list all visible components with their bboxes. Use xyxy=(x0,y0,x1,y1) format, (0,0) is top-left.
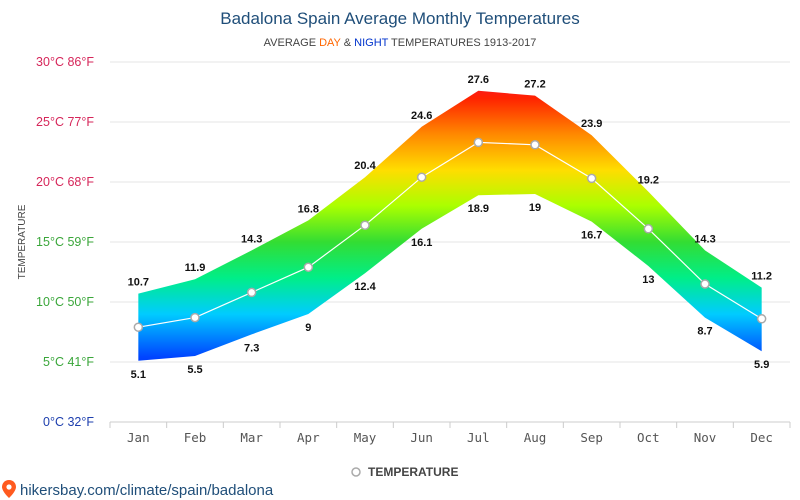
average-point xyxy=(303,262,314,272)
night-value-label: 13 xyxy=(642,274,654,286)
legend-marker-icon xyxy=(351,467,361,477)
average-point xyxy=(416,172,427,182)
source-link[interactable]: hikersbay.com/climate/spain/badalona xyxy=(2,480,274,499)
source-url: hikersbay.com/climate/spain/badalona xyxy=(20,482,274,499)
y-tick-label: 0°C 32°F xyxy=(43,415,94,429)
chart-subtitle: AVERAGE DAY & NIGHT TEMPERATURES 1913-20… xyxy=(264,37,537,49)
legend[interactable]: TEMPERATURE xyxy=(351,465,458,479)
average-temperature-line xyxy=(138,141,762,328)
average-point xyxy=(700,279,710,289)
average-point xyxy=(133,322,144,332)
average-point xyxy=(643,224,654,234)
average-point xyxy=(246,287,257,298)
night-value-label: 8.7 xyxy=(697,326,712,338)
x-tick-label: Jun xyxy=(410,430,433,445)
x-axis-ticks: Jan Feb Mar Apr May Jun Jul Aug Sep Oct Nov Dec xyxy=(109,422,791,445)
night-value-label: 5.9 xyxy=(754,359,769,371)
day-value-label: 11.2 xyxy=(751,271,772,283)
average-point xyxy=(473,137,484,148)
x-tick-label: Dec xyxy=(750,430,773,445)
night-value-label: 18.9 xyxy=(468,203,489,215)
x-tick-label: Jan xyxy=(127,430,150,445)
x-tick-label: Apr xyxy=(297,430,320,445)
y-axis-label: TEMPERATURE xyxy=(17,204,28,279)
day-value-label: 16.8 xyxy=(298,203,319,215)
day-value-label: 27.2 xyxy=(524,79,545,91)
average-point xyxy=(756,314,767,324)
location-pin-icon xyxy=(2,480,16,498)
night-value-labels: 5.1 5.5 7.3 9 12.4 16.1 18.9 19 16.7 13 8.7 5.9 xyxy=(131,202,770,381)
x-tick-label: May xyxy=(354,430,377,445)
night-value-label: 5.5 xyxy=(187,364,202,376)
x-tick-label: Feb xyxy=(184,430,207,445)
night-value-label: 16.1 xyxy=(411,237,432,249)
x-tick-label: Jul xyxy=(467,430,490,445)
y-tick-label: 15°C 59°F xyxy=(36,235,94,249)
legend-label: TEMPERATURE xyxy=(368,465,458,479)
night-value-label: 9 xyxy=(305,322,311,334)
average-point xyxy=(190,312,200,323)
x-tick-label: Aug xyxy=(524,430,547,445)
night-value-label: 7.3 xyxy=(244,342,259,354)
y-tick-label: 5°C 41°F xyxy=(43,355,94,369)
x-tick-label: Mar xyxy=(240,430,263,445)
chart-title: Badalona Spain Average Monthly Temperatu… xyxy=(220,9,579,28)
y-tick-label: 10°C 50°F xyxy=(36,295,94,309)
x-tick-label: Nov xyxy=(694,430,717,445)
day-value-label: 23.9 xyxy=(581,118,602,130)
day-value-labels: 10.7 11.9 14.3 16.8 20.4 24.6 27.6 27.2 23.9 19.2… xyxy=(128,74,772,289)
day-value-label: 24.6 xyxy=(411,110,432,122)
day-value-label: 14.3 xyxy=(694,233,715,245)
night-value-label: 19 xyxy=(529,202,541,214)
night-value-label: 5.1 xyxy=(131,369,146,381)
average-markers xyxy=(133,137,767,332)
day-value-label: 27.6 xyxy=(468,74,489,86)
night-value-label: 16.7 xyxy=(581,230,602,242)
day-value-label: 20.4 xyxy=(354,160,376,172)
average-point xyxy=(360,220,370,230)
night-value-label: 12.4 xyxy=(354,281,376,293)
x-tick-label: Oct xyxy=(637,430,660,445)
x-tick-label: Sep xyxy=(580,430,603,445)
day-night-band xyxy=(138,90,762,361)
y-axis-ticks: 0°C 32°F 5°C 41°F 10°C 50°F 15°C 59°F 20°C 6… xyxy=(36,55,94,429)
y-tick-label: 25°C 77°F xyxy=(36,115,94,129)
average-point xyxy=(530,140,540,150)
day-value-label: 19.2 xyxy=(638,175,659,187)
day-value-label: 10.7 xyxy=(128,277,149,289)
y-tick-label: 20°C 68°F xyxy=(36,175,94,189)
average-point xyxy=(586,173,597,184)
day-value-label: 11.9 xyxy=(185,262,206,274)
y-tick-label: 30°C 86°F xyxy=(36,55,94,69)
day-value-label: 14.3 xyxy=(241,233,262,245)
